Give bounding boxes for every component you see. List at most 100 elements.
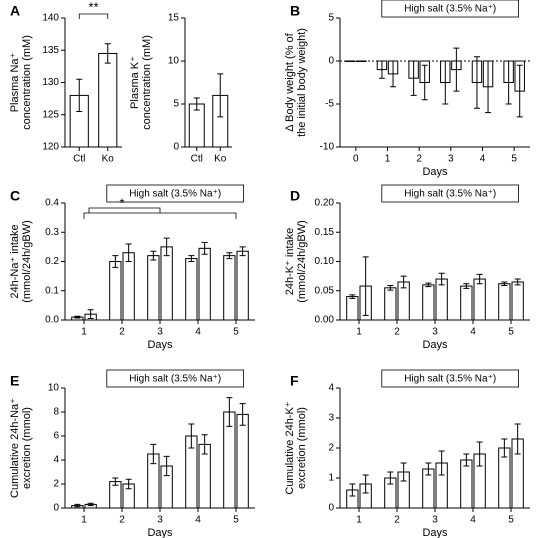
x-tick-label: 1 [81, 515, 87, 526]
error-bar [226, 252, 233, 260]
y-axis-label: Δ Body weight (% of [284, 32, 296, 131]
significance-bracket [78, 13, 109, 19]
x-axis-label: Days [422, 166, 448, 178]
y-axis-label: excretion (mmol) [296, 407, 308, 489]
y-tick-label: 6 [53, 431, 59, 442]
annotation: High salt (3.5% Na⁺) [404, 374, 496, 385]
y-tick-label: 0.0 [45, 315, 59, 326]
y-tick-label: 135 [42, 45, 59, 56]
error-bar [87, 309, 94, 320]
annotation-box [106, 184, 245, 203]
y-tick-label: 5 [328, 13, 334, 24]
error-bar [485, 60, 492, 114]
y-tick-label: 10 [48, 383, 60, 394]
error-bar [410, 60, 417, 96]
bar [98, 52, 118, 148]
error-bar [74, 315, 81, 319]
y-tick-label: -10 [320, 142, 335, 153]
error-bar [442, 60, 449, 105]
panel-letter: B [290, 3, 300, 19]
y-axis-label: (mmol/24h/gBW) [296, 220, 308, 303]
error-bar [501, 281, 508, 286]
error-bar [125, 478, 132, 490]
x-tick-label: 3 [448, 154, 454, 165]
x-tick-label: 1 [385, 154, 391, 165]
x-tick-label: 4 [195, 515, 201, 526]
x-tick-label: 3 [432, 327, 438, 338]
y-tick-label: 3 [328, 413, 334, 424]
x-axis-label: Days [422, 339, 448, 351]
y-tick-label: 0.20 [315, 198, 335, 209]
error-bar [239, 403, 246, 426]
bar [109, 261, 122, 321]
error-bar [421, 64, 428, 101]
error-bar [378, 60, 385, 79]
y-axis-label: excretion (mmol) [21, 407, 33, 489]
bar [236, 413, 249, 509]
error-bar [438, 272, 445, 286]
y-tick-label: 0.3 [45, 227, 59, 238]
panel-letter: D [290, 188, 300, 204]
x-tick-label: 5 [511, 154, 517, 165]
y-axis-label: the initial body weight) [296, 28, 308, 137]
error-bar [438, 450, 445, 476]
error-bar [150, 443, 157, 465]
x-tick-label: Ctl [191, 154, 203, 165]
y-tick-label: 125 [42, 109, 59, 120]
x-tick-label: 4 [470, 515, 476, 526]
bar [147, 255, 160, 321]
error-bar [193, 97, 200, 111]
x-axis-label: Days [147, 527, 173, 538]
y-tick-label: 0.10 [315, 256, 335, 267]
x-tick-label: Ctl [73, 154, 85, 165]
bar [346, 296, 359, 321]
y-axis-label: 24h-K⁺ intake [284, 228, 296, 296]
x-axis-label: Days [147, 339, 173, 351]
error-bar [74, 503, 81, 508]
x-tick-label: 4 [480, 154, 486, 165]
y-tick-label: -5 [325, 99, 334, 110]
error-bar [387, 284, 394, 291]
x-tick-label: 1 [356, 327, 362, 338]
y-axis-label: concentration (mM) [21, 35, 33, 130]
error-bar [505, 60, 512, 105]
error-bar [201, 241, 208, 255]
panel-letter: F [290, 373, 299, 389]
bar [160, 246, 173, 321]
error-bar [104, 43, 111, 64]
error-bar [112, 255, 119, 268]
annotation-box [381, 184, 519, 203]
y-tick-label: 8 [53, 407, 59, 418]
error-bar [476, 441, 483, 467]
significance-bracket [83, 207, 237, 219]
x-tick-label: Ko [102, 154, 115, 165]
error-bar [514, 423, 521, 455]
y-axis-label: Plasma K⁺ [129, 56, 141, 109]
annotation: High salt (3.5% Na⁺) [129, 189, 221, 200]
bar [223, 255, 236, 321]
annotation-box [381, 369, 519, 388]
error-bar [501, 438, 508, 458]
error-bar [425, 462, 432, 476]
bar [185, 258, 198, 321]
x-tick-label: 5 [233, 327, 239, 338]
x-tick-label: 5 [508, 515, 514, 526]
y-tick-label: 0 [53, 503, 59, 514]
bar [460, 459, 473, 509]
panel-letter: E [10, 373, 19, 389]
error-bar [217, 73, 224, 118]
y-axis-label: 24h-Na⁺ intake [9, 224, 21, 298]
error-bar [226, 397, 233, 427]
y-tick-label: 140 [42, 13, 59, 24]
error-bar [453, 47, 460, 92]
x-tick-label: 3 [157, 515, 163, 526]
x-tick-label: 2 [394, 515, 400, 526]
x-tick-label: 2 [416, 154, 422, 165]
error-bar [112, 477, 119, 486]
x-tick-label: 5 [508, 327, 514, 338]
x-tick-label: 3 [157, 327, 163, 338]
error-bar [400, 275, 407, 289]
x-tick-label: 3 [432, 515, 438, 526]
error-bar [163, 237, 170, 257]
annotation-box [106, 369, 245, 388]
